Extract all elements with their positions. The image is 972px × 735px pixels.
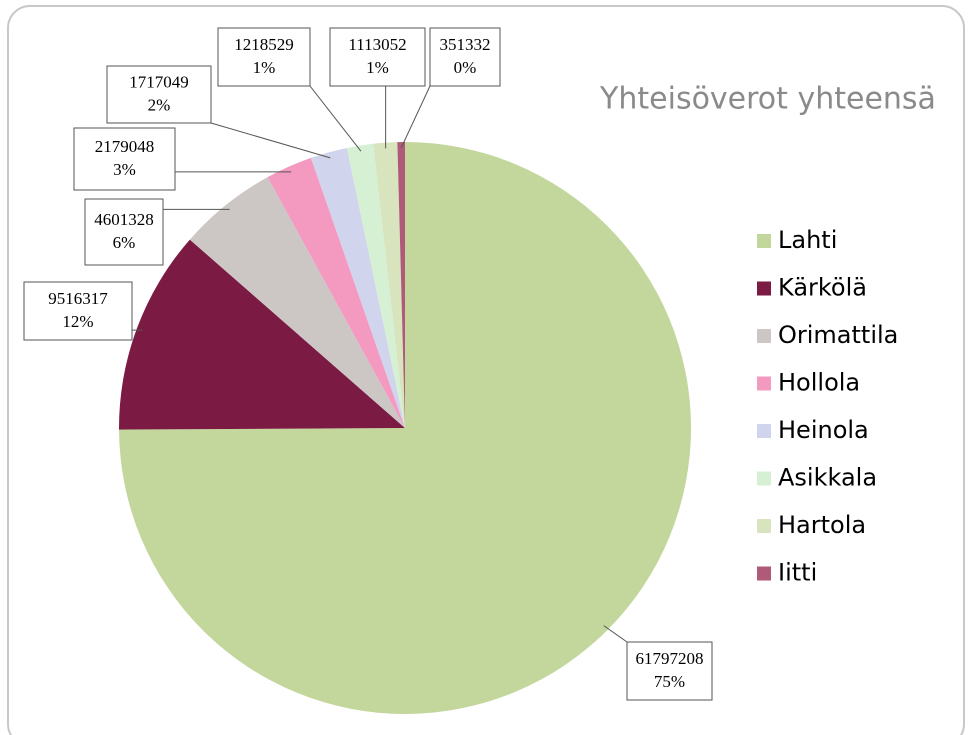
- percent-label: 3%: [113, 160, 136, 179]
- label-box: [73, 127, 176, 191]
- percent-label: 1%: [366, 58, 389, 77]
- legend-swatch: [757, 376, 771, 391]
- value-label: 1717049: [129, 72, 189, 91]
- percent-label: 6%: [113, 233, 136, 252]
- leader-line: [603, 625, 628, 643]
- leader-line: [210, 122, 331, 159]
- pie-slice: [267, 157, 405, 428]
- legend-label: Iitti: [778, 559, 817, 587]
- legend-label: Hartola: [778, 511, 866, 539]
- value-label: 1218529: [234, 35, 294, 54]
- pie-slice: [189, 177, 405, 428]
- legend-label: Heinola: [778, 416, 869, 444]
- value-label: 61797208: [636, 649, 704, 668]
- percent-label: 75%: [654, 672, 685, 691]
- label-box: [626, 641, 713, 701]
- legend-label: Lahti: [778, 226, 837, 254]
- value-label: 351332: [440, 35, 491, 54]
- value-label: 9516317: [48, 289, 108, 308]
- legend-swatch: [757, 281, 771, 296]
- legend-swatch: [757, 329, 771, 343]
- label-box: [329, 27, 426, 87]
- pie-slice: [346, 143, 405, 428]
- pie-slice: [373, 142, 405, 428]
- pie-slice: [310, 147, 405, 428]
- value-label: 2179048: [95, 137, 155, 156]
- label-box: [429, 27, 501, 87]
- legend-swatch: [757, 471, 771, 486]
- percent-label: 2%: [148, 95, 171, 114]
- label-box: [23, 281, 133, 341]
- legend-swatch: [757, 519, 771, 533]
- percent-label: 12%: [62, 312, 93, 331]
- label-box: [217, 27, 311, 87]
- leader-line: [400, 85, 431, 148]
- value-label: 1113052: [348, 35, 406, 54]
- percent-label: 0%: [454, 58, 477, 77]
- percent-label: 1%: [253, 58, 276, 77]
- legend-label: Orimattila: [778, 321, 898, 349]
- legend-label: Asikkala: [778, 464, 877, 492]
- leader-line: [309, 85, 362, 152]
- pie-slice: [119, 239, 405, 430]
- label-box: [106, 65, 212, 124]
- legend-swatch: [757, 424, 771, 438]
- legend-swatch: [757, 234, 771, 248]
- pie-slice: [397, 142, 405, 428]
- legend-label: Hollola: [778, 369, 860, 397]
- label-box: [84, 198, 164, 266]
- chart-title: Yhteisöverot yhteensä: [599, 82, 936, 117]
- legend-label: Kärkölä: [778, 274, 867, 302]
- value-label: 4601328: [94, 210, 154, 229]
- legend-swatch: [757, 566, 771, 581]
- pie-slice: [119, 142, 691, 715]
